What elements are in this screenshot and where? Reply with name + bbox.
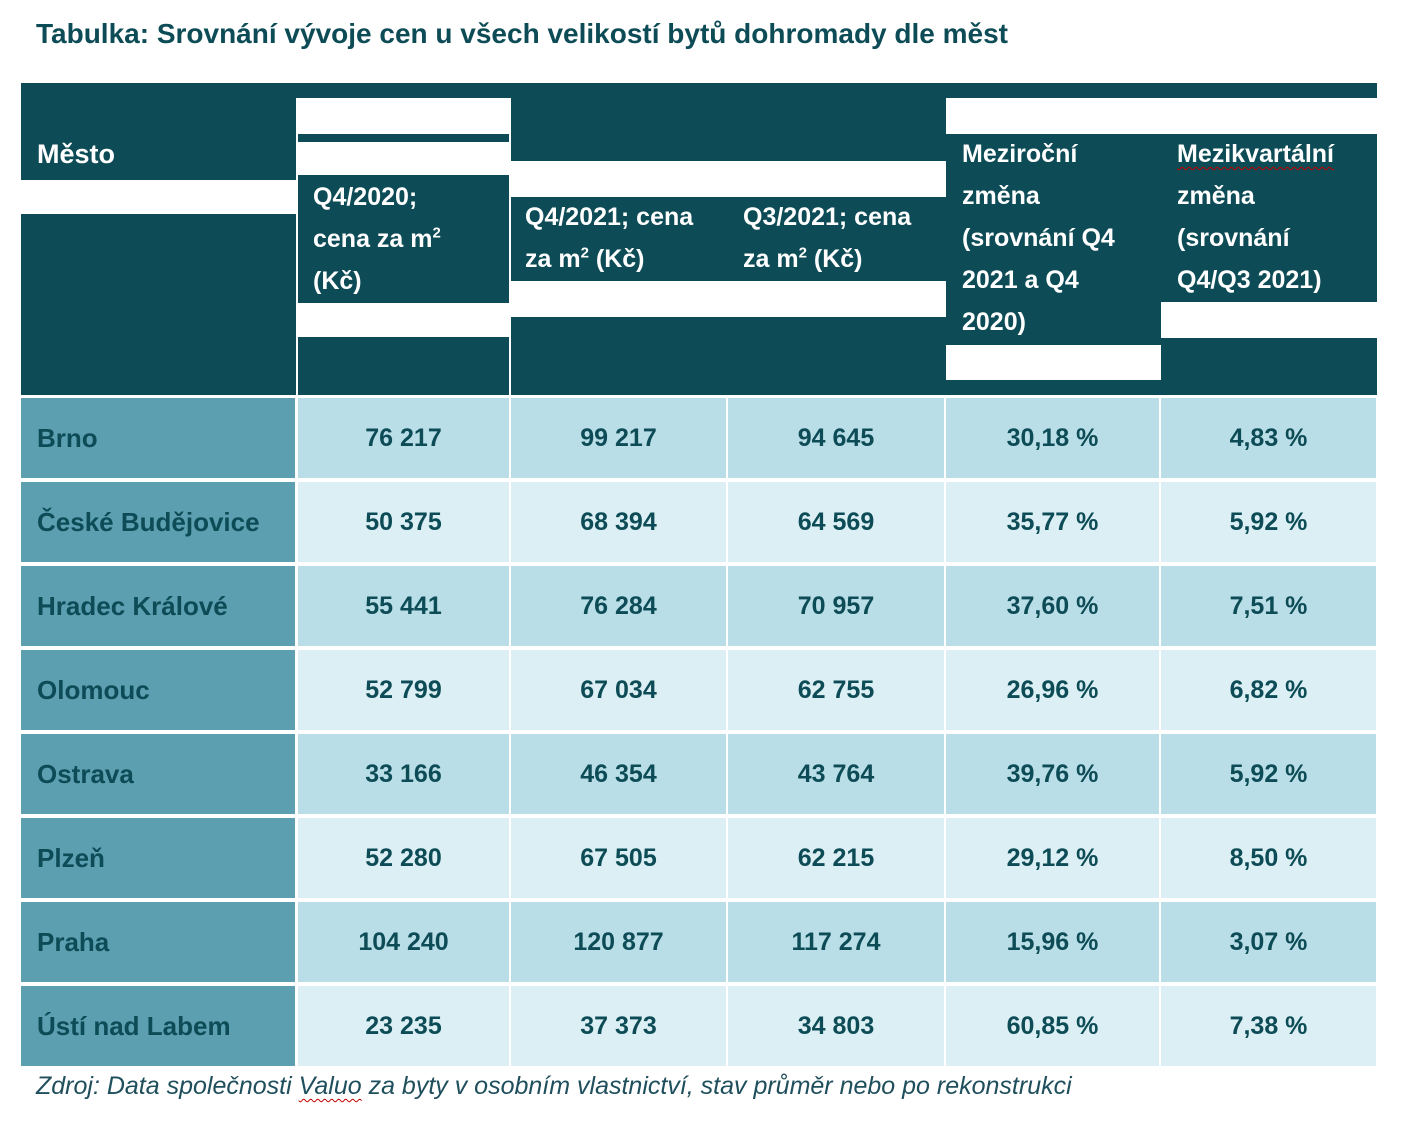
header-q4-2021: Q4/2021; cena za m2 (Kč) — [525, 203, 694, 273]
header-bg-mid-bottom — [511, 317, 946, 395]
price-q4-2020-cell: 55 441 — [298, 566, 509, 646]
header-bg-city-top — [21, 98, 296, 180]
header-gap-city — [21, 180, 296, 214]
header-bg-mid-top — [511, 98, 946, 161]
price-q4-2021-cell: 46 354 — [511, 734, 726, 814]
city-cell: Hradec Králové — [21, 566, 295, 646]
price-q4-2021-cell: 99 217 — [511, 398, 726, 478]
header-gap-q4-2020-top — [298, 98, 509, 134]
qoq-change-cell: 4,83 % — [1161, 398, 1376, 478]
yoy-change-cell: 35,77 % — [946, 482, 1159, 562]
price-q3-2021-cell: 62 215 — [728, 818, 944, 898]
header-q4-2020: Q4/2020; cena za m2 (Kč) — [313, 183, 441, 295]
header-bg-q4-2020-c — [298, 337, 509, 395]
city-cell: Ústí nad Labem — [21, 986, 295, 1066]
qoq-change-cell: 8,50 % — [1161, 818, 1376, 898]
source-brand: Valuo — [298, 1072, 362, 1100]
price-q3-2021-cell: 94 645 — [728, 398, 944, 478]
header-bg-q4-2020-b — [298, 175, 509, 303]
yoy-change-cell: 15,96 % — [946, 902, 1159, 982]
qoq-change-cell: 5,92 % — [1161, 734, 1376, 814]
header-gap-q4-2020-bottom — [298, 303, 509, 337]
price-q4-2021-cell: 120 877 — [511, 902, 726, 982]
price-q4-2021-cell: 67 034 — [511, 650, 726, 730]
source-note: Zdroj: Data společnosti Valuo za byty v … — [36, 1072, 1072, 1100]
price-q4-2020-cell: 52 280 — [298, 818, 509, 898]
price-q4-2020-cell: 50 375 — [298, 482, 509, 562]
table-top-bar — [21, 83, 1377, 98]
yoy-change-cell: 29,12 % — [946, 818, 1159, 898]
header-yoy: Meziroční změna (srovnání Q4 2021 a Q4 2… — [962, 140, 1115, 336]
city-cell: Brno — [21, 398, 295, 478]
price-q4-2021-cell: 67 505 — [511, 818, 726, 898]
header-city: Město — [37, 139, 116, 169]
price-q4-2020-cell: 33 166 — [298, 734, 509, 814]
city-cell: Olomouc — [21, 650, 295, 730]
price-q4-2020-cell: 76 217 — [298, 398, 509, 478]
header-bg-yoy-bottom — [946, 380, 1161, 395]
price-q4-2021-cell: 76 284 — [511, 566, 726, 646]
price-q4-2020-cell: 104 240 — [298, 902, 509, 982]
city-cell: České Budějovice — [21, 482, 295, 562]
qoq-change-cell: 3,07 % — [1161, 902, 1376, 982]
qoq-change-cell: 6,82 % — [1161, 650, 1376, 730]
header-gap-yoy-bottom — [946, 345, 1161, 380]
price-q4-2021-cell: 37 373 — [511, 986, 726, 1066]
price-q4-2020-cell: 52 799 — [298, 650, 509, 730]
qoq-change-cell: 7,38 % — [1161, 986, 1376, 1066]
city-cell: Plzeň — [21, 818, 295, 898]
yoy-change-cell: 37,60 % — [946, 566, 1159, 646]
header-bg-qoq-bottom — [1161, 338, 1377, 395]
qoq-change-cell: 7,51 % — [1161, 566, 1376, 646]
header-bg-mid — [511, 197, 946, 281]
price-q3-2021-cell: 34 803 — [728, 986, 944, 1066]
yoy-change-cell: 60,85 % — [946, 986, 1159, 1066]
header-gap-yoy-top — [946, 98, 1161, 134]
price-q3-2021-cell: 62 755 — [728, 650, 944, 730]
header-gap-mid-bottom — [511, 281, 946, 317]
price-q3-2021-cell: 70 957 — [728, 566, 944, 646]
price-q3-2021-cell: 117 274 — [728, 902, 944, 982]
header-bg-qoq — [1161, 134, 1377, 302]
yoy-change-cell: 30,18 % — [946, 398, 1159, 478]
yoy-change-cell: 26,96 % — [946, 650, 1159, 730]
city-cell: Praha — [21, 902, 295, 982]
yoy-change-cell: 39,76 % — [946, 734, 1159, 814]
header-gap-qoq-top — [1161, 98, 1377, 134]
price-q3-2021-cell: 43 764 — [728, 734, 944, 814]
header-gap-q4-2020-mid — [298, 142, 509, 175]
qoq-change-cell: 5,92 % — [1161, 482, 1376, 562]
header-qoq: Mezikvartální změna (srovnání Q4/Q3 2021… — [1177, 140, 1335, 294]
header-gap-qoq-bottom — [1161, 302, 1377, 338]
price-q3-2021-cell: 64 569 — [728, 482, 944, 562]
city-cell: Ostrava — [21, 734, 295, 814]
header-bg-q4-2020-a — [298, 134, 509, 142]
table-title: Tabulka: Srovnání vývoje cen u všech vel… — [36, 18, 1009, 49]
header-bg-yoy — [946, 134, 1161, 345]
header-gap-mid-top — [511, 161, 946, 197]
header-bg-city-bottom — [21, 214, 296, 395]
price-q4-2021-cell: 68 394 — [511, 482, 726, 562]
header-q3-2021: Q3/2021; cena za m2 (Kč) — [743, 203, 912, 273]
price-q4-2020-cell: 23 235 — [298, 986, 509, 1066]
